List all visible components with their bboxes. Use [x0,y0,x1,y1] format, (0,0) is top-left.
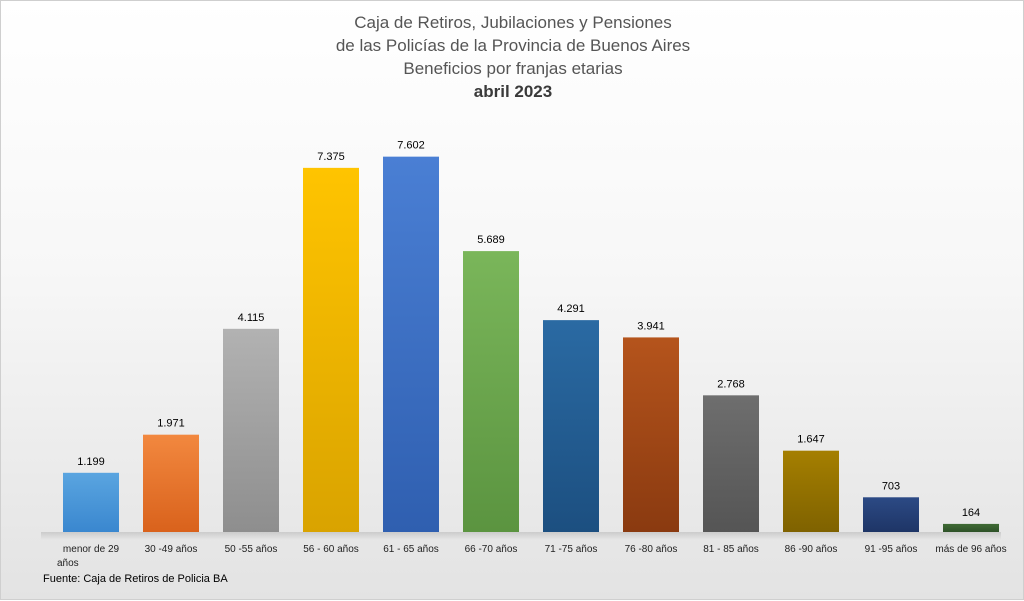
category-label-6: 71 -75 años [545,544,598,555]
bar-7 [623,337,679,532]
value-label-2: 4.115 [238,312,265,324]
value-label-11: 164 [962,507,980,519]
value-label-5: 5.689 [477,234,505,246]
value-label-3: 7.375 [317,151,345,163]
bar-11 [943,523,999,532]
value-label-4: 7.602 [397,140,425,152]
value-label-1: 1.971 [157,418,185,430]
bar-3 [303,167,359,532]
source-note: Fuente: Caja de Retiros de Policia BA [43,573,228,585]
category-label-4: 61 - 65 años [383,544,439,555]
chart-subtitle: abril 2023 [473,82,553,101]
category-label-0: menor de 29 [63,544,120,555]
floor-shadow [41,532,1001,540]
bar-0 [63,472,119,532]
value-label-8: 2.768 [717,378,745,390]
value-label-6: 4.291 [557,303,585,315]
value-label-0: 1.199 [77,456,105,468]
value-label-7: 3.941 [637,320,665,332]
category-label-2: 50 -55 años [225,544,278,555]
title-line-2: de las Policías de la Provincia de Bueno… [335,36,691,55]
category-label-0-line1: años [57,558,79,569]
value-label-9: 1.647 [797,434,825,446]
category-label-10: 91 -95 años [865,544,918,555]
bar-5 [463,251,519,532]
category-label-9: 86 -90 años [785,544,838,555]
category-label-8: 81 - 85 años [703,544,759,555]
bar-4 [383,156,439,532]
category-label-7: 76 -80 años [625,544,678,555]
category-label-1: 30 -49 años [145,544,198,555]
category-label-3: 56 - 60 años [303,544,359,555]
bar-9 [783,450,839,532]
bar-8 [703,395,759,532]
title-line-1: Caja de Retiros, Jubilaciones y Pensione… [354,13,672,32]
category-label-5: 66 -70 años [465,544,518,555]
bar-2 [223,328,279,532]
chart-title: Caja de Retiros, Jubilaciones y Pensione… [1,11,1024,104]
category-label-11: más de 96 años [935,544,1006,555]
bar-6 [543,320,599,532]
bar-10 [863,497,919,532]
title-line-3: Beneficios por franjas etarias [403,59,623,78]
value-label-10: 703 [882,480,900,492]
bar-1 [143,434,199,532]
